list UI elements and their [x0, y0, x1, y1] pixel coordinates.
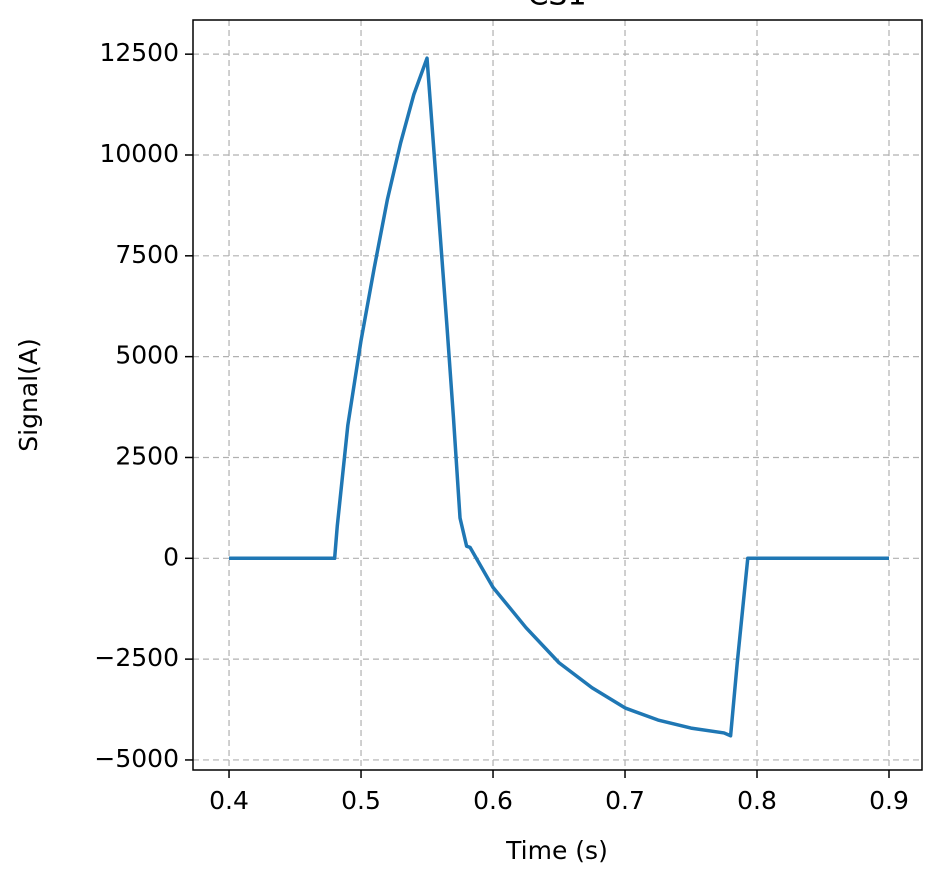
- x-tick-label: 0.7: [605, 786, 645, 815]
- x-tick-label: 0.8: [737, 786, 777, 815]
- y-tick-label: −2500: [94, 643, 179, 672]
- x-axis-label: Time (s): [505, 836, 608, 865]
- y-tick-label: 5000: [115, 341, 179, 370]
- y-tick-label: 12500: [99, 38, 179, 67]
- data-line: [229, 56, 890, 738]
- chart-title: CS1: [527, 0, 586, 13]
- y-axis-label: Signal(A): [14, 338, 43, 451]
- plot-frame: [192, 19, 923, 771]
- x-tick-label: 0.9: [869, 786, 909, 815]
- x-tick-label: 0.4: [209, 786, 249, 815]
- y-tick-label: −5000: [94, 744, 179, 773]
- x-tick-label: 0.5: [341, 786, 381, 815]
- x-tick-label: 0.6: [473, 786, 513, 815]
- y-tick-label: 2500: [115, 441, 179, 470]
- y-tick-label: 7500: [115, 240, 179, 269]
- y-tick-label: 0: [163, 542, 179, 571]
- y-tick-label: 10000: [99, 139, 179, 168]
